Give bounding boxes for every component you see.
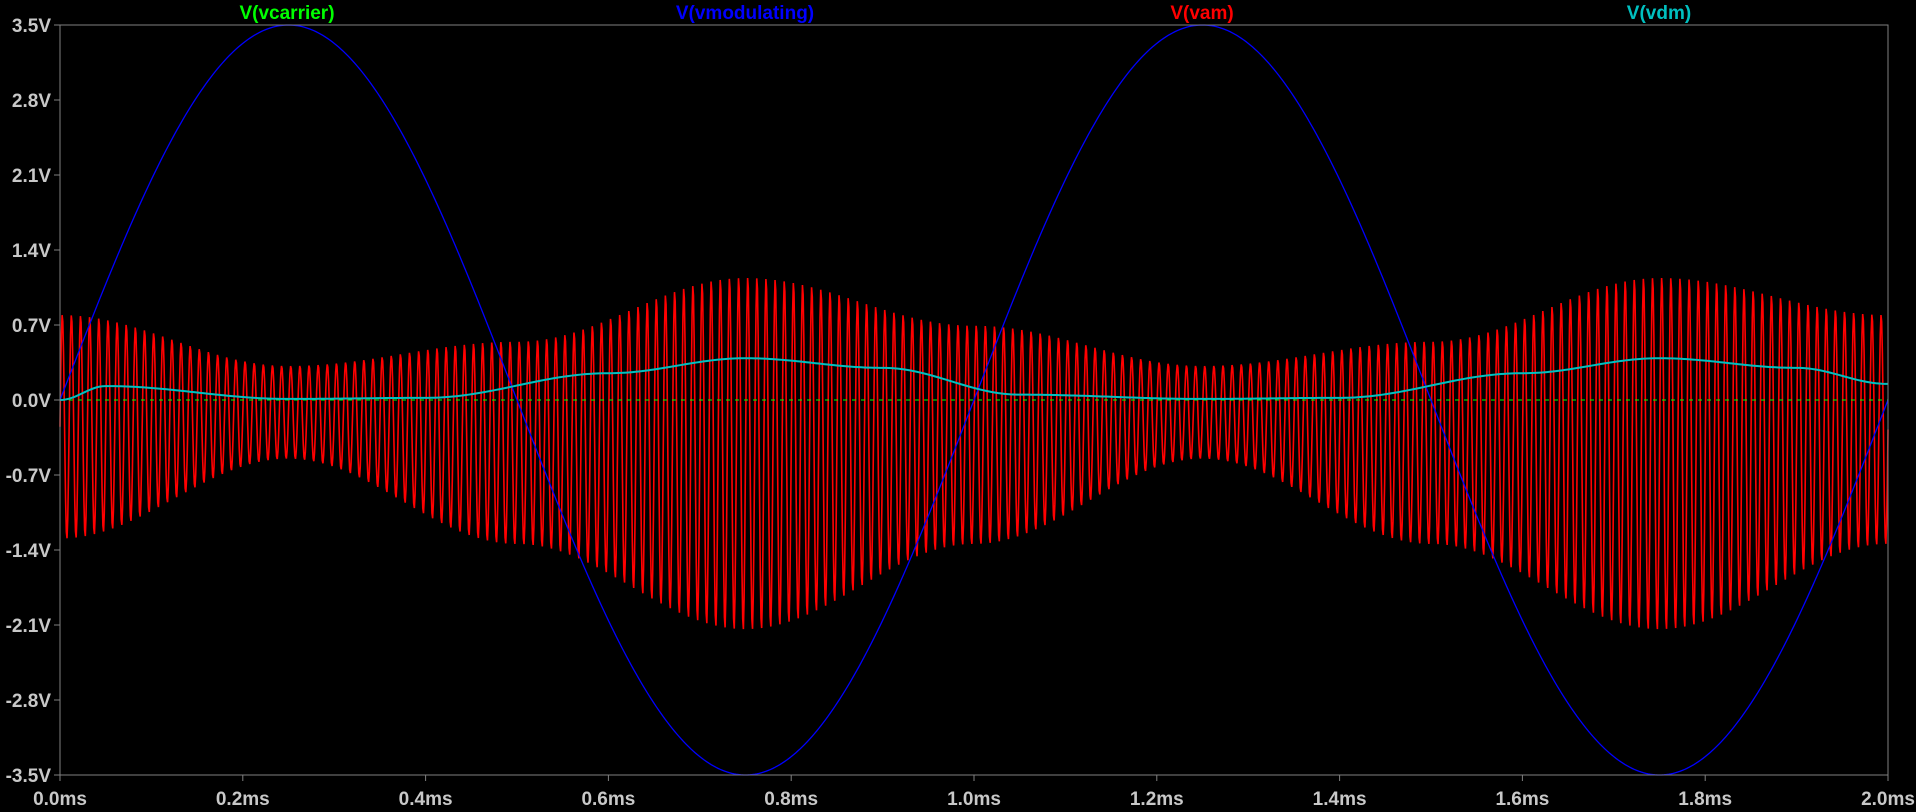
x-tick-label: 2.0ms — [1861, 789, 1915, 810]
x-tick-label: 1.6ms — [1495, 789, 1549, 810]
y-tick-label: -0.7V — [6, 466, 52, 487]
trace-vmodulating — [59, 24, 1889, 776]
x-tick-label: 0.4ms — [399, 789, 453, 810]
legend: V(vcarrier) V(vmodulating) V(vam) V(vdm) — [239, 3, 1691, 24]
y-tick-label: -1.4V — [6, 541, 52, 562]
legend-v-vdm[interactable]: V(vdm) — [1627, 3, 1691, 24]
y-tick-label: -2.1V — [6, 616, 52, 637]
legend-v-vcarrier[interactable]: V(vcarrier) — [239, 3, 334, 24]
y-tick-label: 2.8V — [12, 91, 51, 112]
legend-v-vmodulating[interactable]: V(vmodulating) — [676, 3, 814, 24]
y-tick-label: -3.5V — [6, 766, 52, 787]
y-tick-label: 1.4V — [12, 241, 51, 262]
x-tick-label: 1.8ms — [1678, 789, 1732, 810]
x-tick-label: 0.2ms — [216, 789, 270, 810]
y-tick-label: 3.5V — [12, 16, 51, 37]
legend-v-vam[interactable]: V(vam) — [1170, 3, 1233, 24]
trace-vam — [59, 278, 1889, 630]
x-tick-label: 0.6ms — [581, 789, 635, 810]
y-tick-label: 0.0V — [12, 391, 51, 412]
trace-vdm — [59, 357, 1889, 401]
x-tick-label: 1.0ms — [947, 789, 1001, 810]
x-tick-label: 0.8ms — [764, 789, 818, 810]
x-axis-ticks: 0.0ms 0.2ms 0.4ms 0.6ms 0.8ms 1.0ms 1.2ms 1.4ms… — [33, 775, 1915, 810]
x-tick-label: 1.4ms — [1313, 789, 1367, 810]
y-tick-label: -2.8V — [6, 691, 52, 712]
y-axis-ticks: 3.5V 2.8V 2.1V 1.4V 0.7V 0.0V -0.7V -1.4V -2.1V -… — [6, 16, 60, 787]
y-tick-label: 2.1V — [12, 166, 51, 187]
x-tick-label: 0.0ms — [33, 789, 87, 810]
traces — [59, 24, 1889, 776]
y-tick-label: 0.7V — [12, 316, 51, 337]
x-tick-label: 1.2ms — [1130, 789, 1184, 810]
